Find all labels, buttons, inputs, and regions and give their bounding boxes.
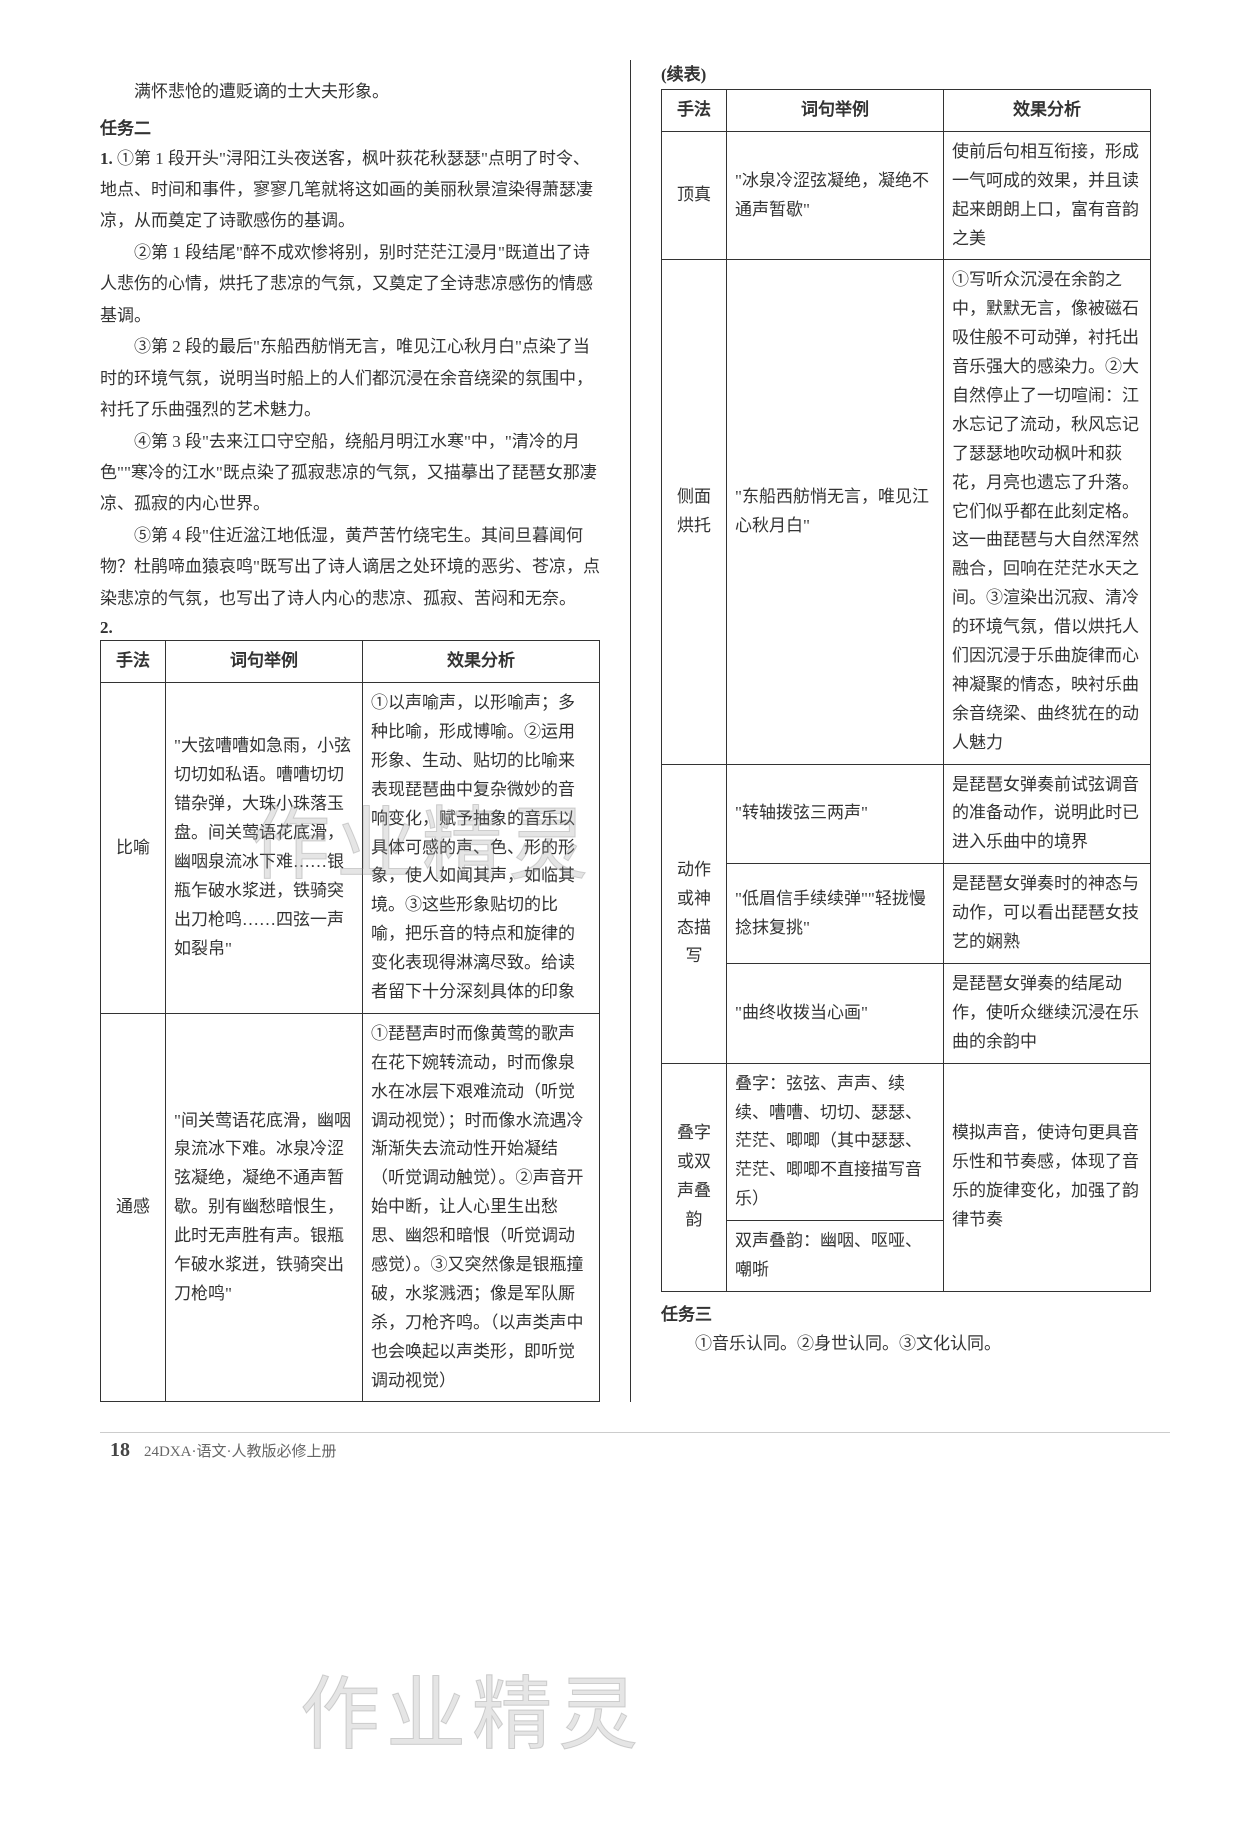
column-divider <box>630 60 631 1402</box>
table-header-row: 手法 词句举例 效果分析 <box>662 90 1151 132</box>
cell-method: 侧面烘托 <box>662 260 727 764</box>
cell-example: "冰泉冷涩弦凝绝，凝绝不通声暂歇" <box>727 131 944 260</box>
cell-analysis: ①以声喻声，以形喻声；多种比喻，形成博喻。②运用形象、生动、贴切的比喻来表现琵琶… <box>363 683 600 1014</box>
cell-example: "大弦嘈嘈如急雨，小弦切切如私语。嘈嘈切切错杂弹，大珠小珠落玉盘。间关莺语花底滑… <box>166 683 363 1014</box>
continued-label: (续表) <box>661 60 1151 85</box>
table-header-row: 手法 词句举例 效果分析 <box>101 641 600 683</box>
cell-example: 叠字：弦弦、声声、续续、嘈嘈、切切、瑟瑟、茫茫、唧唧（其中瑟瑟、茫茫、唧唧不直接… <box>727 1063 944 1220</box>
table-row: 侧面烘托 "东船西舫悄无言，唯见江心秋月白" ①写听众沉浸在余韵之中，默默无言，… <box>662 260 1151 764</box>
right-column: (续表) 手法 词句举例 效果分析 顶真 "冰泉冷涩弦凝绝，凝绝不通声暂歇" 使… <box>661 60 1151 1402</box>
page-footer: 18 24DXA·语文·人教版必修上册 <box>100 1432 1170 1462</box>
page: 作业精灵 作业精灵 满怀悲怆的遭贬谪的士大夫形象。 任务二 1. ①第 1 段开… <box>0 0 1250 1502</box>
cell-analysis: 使前后句相互衔接，形成一气呵成的效果，并且读起来朗朗上口，富有音韵之美 <box>944 131 1151 260</box>
task3: 任务三 ①音乐认同。②身世认同。③文化认同。 <box>661 1300 1151 1360</box>
cell-method: 比喻 <box>101 683 166 1014</box>
item1-p1: ①第 1 段开头"浔阳江头夜送客，枫叶荻花秋瑟瑟"点明了时令、地点、时间和事件，… <box>100 149 593 231</box>
item1-p4: ④第 3 段"去来江口守空船，绕船月明江水寒"中，"清冷的月色""寒冷的江水"既… <box>100 426 600 520</box>
table-row: 比喻 "大弦嘈嘈如急雨，小弦切切如私语。嘈嘈切切错杂弹，大珠小珠落玉盘。间关莺语… <box>101 683 600 1014</box>
th-example: 词句举例 <box>166 641 363 683</box>
item2-label: 2. <box>100 618 600 638</box>
task3-body: ①音乐认同。②身世认同。③文化认同。 <box>661 1329 1151 1360</box>
book-title: 24DXA·语文·人教版必修上册 <box>144 1440 337 1461</box>
cell-example: "转轴拨弦三两声" <box>727 764 944 864</box>
item1-p3: ③第 2 段的最后"东船西舫悄无言，唯见江心秋月白"点染了当时的环境气氛，说明当… <box>100 331 600 425</box>
item1-label: 1. <box>100 149 113 168</box>
cell-example: "低眉信手续续弹""轻拢慢捻抹复挑" <box>727 864 944 964</box>
intro-text: 满怀悲怆的遭贬谪的士大夫形象。 <box>100 77 600 108</box>
left-table: 手法 词句举例 效果分析 比喻 "大弦嘈嘈如急雨，小弦切切如私语。嘈嘈切切错杂弹… <box>100 640 600 1402</box>
watermark-2: 作业精灵 <box>300 1650 644 1766</box>
task3-heading: 任务三 <box>661 1300 1151 1325</box>
left-column: 满怀悲怆的遭贬谪的士大夫形象。 任务二 1. ①第 1 段开头"浔阳江头夜送客，… <box>100 60 600 1402</box>
two-column-layout: 满怀悲怆的遭贬谪的士大夫形象。 任务二 1. ①第 1 段开头"浔阳江头夜送客，… <box>100 60 1170 1402</box>
right-table: 手法 词句举例 效果分析 顶真 "冰泉冷涩弦凝绝，凝绝不通声暂歇" 使前后句相互… <box>661 89 1151 1292</box>
item1-p2: ②第 1 段结尾"醉不成欢惨将别，别时茫茫江浸月"既道出了诗人悲伤的心情，烘托了… <box>100 237 600 331</box>
cell-method: 通感 <box>101 1013 166 1402</box>
th-method: 手法 <box>662 90 727 132</box>
cell-example: 双声叠韵：幽咽、呕哑、嘲哳 <box>727 1221 944 1292</box>
table-row: 动作或神态描写 "转轴拨弦三两声" 是琵琶女弹奏前试弦调音的准备动作，说明此时已… <box>662 764 1151 864</box>
item-1: 1. ①第 1 段开头"浔阳江头夜送客，枫叶荻花秋瑟瑟"点明了时令、地点、时间和… <box>100 143 600 615</box>
cell-analysis: ①写听众沉浸在余韵之中，默默无言，像被磁石吸住般不可动弹，衬托出音乐强大的感染力… <box>944 260 1151 764</box>
task2-heading: 任务二 <box>100 114 600 139</box>
cell-analysis: 模拟声音，使诗句更具音乐性和节奏感，体现了音乐的旋律变化，加强了韵律节奏 <box>944 1063 1151 1291</box>
page-number: 18 <box>110 1439 130 1462</box>
cell-method: 动作或神态描写 <box>662 764 727 1063</box>
th-example: 词句举例 <box>727 90 944 132</box>
cell-method: 叠字或双声叠韵 <box>662 1063 727 1291</box>
cell-analysis: ①琵琶声时而像黄莺的歌声在花下婉转流动，时而像泉水在冰层下艰难流动（听觉调动视觉… <box>363 1013 600 1402</box>
cell-method: 顶真 <box>662 131 727 260</box>
item1-p5: ⑤第 4 段"住近湓江地低湿，黄芦苦竹绕宅生。其间旦暮闻何物？杜鹃啼血猿哀鸣"既… <box>100 520 600 614</box>
cell-example: "间关莺语花底滑，幽咽泉流冰下难。冰泉冷涩弦凝绝，凝绝不通声暂歇。别有幽愁暗恨生… <box>166 1013 363 1402</box>
table-row: "曲终收拨当心画" 是琵琶女弹奏的结尾动作，使听众继续沉浸在乐曲的余韵中 <box>662 963 1151 1063</box>
cell-analysis: 是琵琶女弹奏时的神态与动作，可以看出琵琶女技艺的娴熟 <box>944 864 1151 964</box>
table-row: 通感 "间关莺语花底滑，幽咽泉流冰下难。冰泉冷涩弦凝绝，凝绝不通声暂歇。别有幽愁… <box>101 1013 600 1402</box>
cell-analysis: 是琵琶女弹奏前试弦调音的准备动作，说明此时已进入乐曲中的境界 <box>944 764 1151 864</box>
cell-example: "曲终收拨当心画" <box>727 963 944 1063</box>
th-analysis: 效果分析 <box>363 641 600 683</box>
table-row: 叠字或双声叠韵 叠字：弦弦、声声、续续、嘈嘈、切切、瑟瑟、茫茫、唧唧（其中瑟瑟、… <box>662 1063 1151 1220</box>
cell-example: "东船西舫悄无言，唯见江心秋月白" <box>727 260 944 764</box>
th-method: 手法 <box>101 641 166 683</box>
cell-analysis: 是琵琶女弹奏的结尾动作，使听众继续沉浸在乐曲的余韵中 <box>944 963 1151 1063</box>
table-row: "低眉信手续续弹""轻拢慢捻抹复挑" 是琵琶女弹奏时的神态与动作，可以看出琵琶女… <box>662 864 1151 964</box>
table-row: 顶真 "冰泉冷涩弦凝绝，凝绝不通声暂歇" 使前后句相互衔接，形成一气呵成的效果，… <box>662 131 1151 260</box>
th-analysis: 效果分析 <box>944 90 1151 132</box>
